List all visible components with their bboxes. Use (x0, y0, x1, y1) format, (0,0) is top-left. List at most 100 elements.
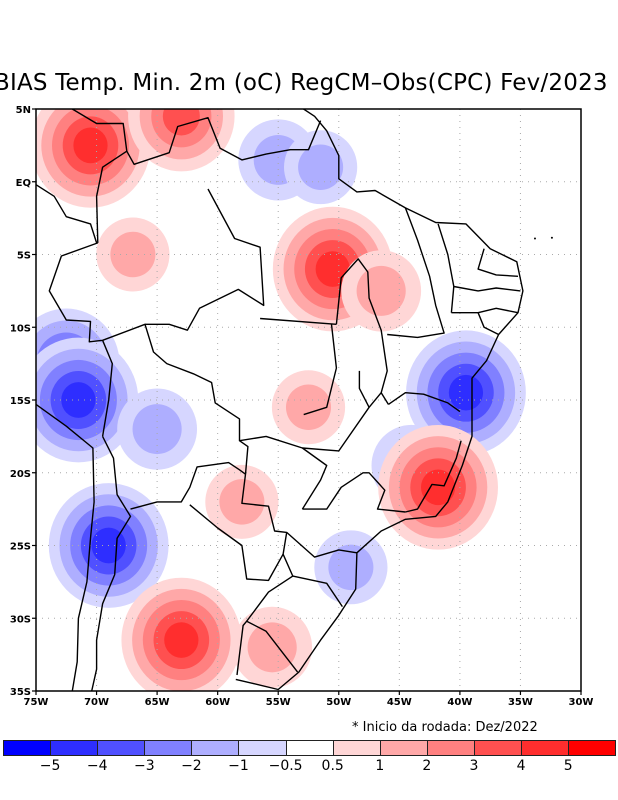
colorbar-label: 4 (516, 758, 526, 774)
border-line (36, 184, 98, 244)
colorbar-box (426, 740, 475, 756)
border-line (477, 312, 499, 336)
contour-fill (285, 384, 332, 431)
y-tick-label: 5S (17, 251, 31, 262)
x-tick-label: 40W (447, 697, 472, 708)
contour-fill (420, 469, 456, 506)
colorbar-label: −1 (228, 758, 249, 774)
y-tick-label: 10S (10, 323, 31, 334)
border-line (260, 317, 337, 325)
colorbar-box (473, 740, 523, 756)
border-line (388, 392, 461, 413)
island-dot (550, 236, 553, 239)
border-line (236, 620, 248, 676)
contour-fill (164, 622, 199, 658)
contour-fill (132, 404, 182, 455)
y-tick-label: 30S (10, 614, 31, 625)
island-dot (533, 237, 536, 240)
colorbar-box (285, 740, 334, 756)
border-line (358, 370, 370, 408)
contour-fill (328, 544, 374, 591)
colorbar-box (238, 740, 287, 756)
bias-region (341, 250, 422, 332)
border-line (387, 207, 445, 339)
colorbar-box (332, 740, 381, 756)
colorbar-box (3, 740, 52, 756)
x-tick-label: 55W (266, 697, 291, 708)
x-tick-label: 30W (569, 697, 594, 708)
colorbar-label: 3 (469, 758, 479, 774)
bias-field (36, 109, 526, 691)
y-tick-label: 15S (10, 396, 31, 407)
bias-region (36, 109, 151, 208)
border-line (292, 575, 343, 607)
chart-title: BIAS Temp. Min. 2m (oC) RegCM–Obs(CPC) F… (0, 70, 608, 96)
colorbar-box (521, 740, 570, 756)
colorbar-labels: −5 −4 −3 −2 −1 −0.5 0.5 1 2 3 4 5 (0, 758, 618, 778)
colorbar-box (379, 740, 428, 756)
bias-region (117, 388, 198, 470)
border-line (405, 440, 462, 513)
contour-fill (162, 109, 200, 136)
colorbar-box (191, 740, 240, 756)
border-line (95, 150, 128, 243)
y-tick-label: 35S (10, 687, 31, 698)
border-line (477, 248, 519, 277)
border-line (130, 461, 246, 510)
border-line (101, 340, 114, 437)
border-line (453, 285, 521, 292)
colorbar-label: 0.5 (321, 758, 344, 774)
border-line (48, 242, 299, 673)
border-line (302, 472, 406, 513)
border-line (437, 223, 455, 313)
border-line (303, 324, 338, 416)
contour-fill (298, 144, 344, 190)
colorbar-label: −4 (86, 758, 108, 774)
x-tick-label: 45W (387, 697, 412, 708)
border-line (302, 392, 382, 452)
bias-region (121, 577, 242, 691)
bias-region (314, 530, 388, 605)
country-borders (36, 109, 553, 691)
bias-region (406, 330, 526, 456)
colorbar-box (50, 740, 99, 756)
bias-region (232, 606, 313, 688)
gridlines (36, 109, 581, 691)
footnote: * Inicio da rodada: Dez/2022 (352, 720, 538, 735)
colorbar-label: 2 (422, 758, 432, 774)
colorbar-label: −0.5 (268, 758, 303, 774)
border-line (451, 307, 519, 314)
x-tick-label: 75W (24, 697, 49, 708)
colorbar-label: 5 (563, 758, 573, 774)
contour-fill (448, 374, 484, 411)
colorbar (3, 740, 617, 756)
contour-fill (247, 622, 297, 673)
border-line (145, 188, 265, 331)
colorbar-label: −5 (39, 758, 61, 774)
border-line (91, 436, 132, 691)
y-tick-label: 25S (10, 542, 31, 553)
colorbar-label: 1 (375, 758, 385, 774)
colorbar-box (97, 740, 146, 756)
bias-region (378, 424, 498, 550)
bias-region (128, 109, 235, 172)
border-line (335, 258, 389, 405)
y-tick-label: 5N (16, 105, 31, 116)
border-line (189, 504, 284, 582)
axis-ticks: 75W 70W 65W 60W 55W 50W 45W 40W 35W 30W 5N EQ 5S 10S 1… (10, 105, 594, 708)
x-tick-label: 60W (205, 697, 230, 708)
border-line (286, 531, 358, 558)
border-line (71, 109, 322, 166)
bias-region (284, 130, 358, 205)
colorbar-label: −2 (181, 758, 202, 774)
y-tick-label: 20S (10, 469, 31, 480)
x-tick-label: 65W (145, 697, 170, 708)
x-tick-label: 50W (326, 697, 351, 708)
colorbar-box (144, 740, 193, 756)
y-tick-label: EQ (16, 178, 31, 189)
border-line (239, 435, 328, 510)
colorbar-box (568, 740, 617, 756)
colorbar-label: −3 (133, 758, 155, 774)
contour-fill (73, 127, 108, 164)
